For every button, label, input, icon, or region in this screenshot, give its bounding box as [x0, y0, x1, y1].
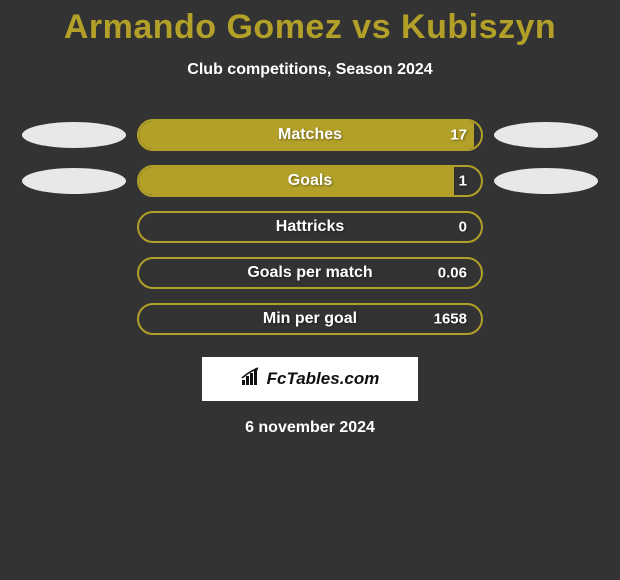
stat-value: 1	[459, 173, 467, 190]
subtitle: Club competitions, Season 2024	[0, 61, 620, 79]
right-ellipse-slot	[491, 122, 601, 148]
stat-bar: Goals 1	[137, 165, 483, 197]
stat-row: Goals 1	[0, 165, 620, 197]
right-ellipse-slot	[491, 168, 601, 194]
stat-bar: Goals per match 0.06	[137, 257, 483, 289]
stat-value: 1658	[434, 311, 467, 328]
brand-text: FcTables.com	[267, 369, 380, 389]
stat-label: Goals per match	[247, 264, 372, 282]
left-ellipse-slot	[19, 122, 129, 148]
stat-row: Min per goal 1658	[0, 303, 620, 335]
photo-placeholder-icon	[494, 122, 598, 148]
stat-value: 0.06	[438, 265, 467, 282]
left-ellipse-slot	[19, 168, 129, 194]
photo-placeholder-icon	[22, 168, 126, 194]
bar-chart-icon	[241, 367, 263, 392]
stats-rows: Matches 17 Goals 1 Hattricks 0 Goals per match…	[0, 119, 620, 335]
stat-bar: Matches 17	[137, 119, 483, 151]
stat-label: Matches	[278, 126, 342, 144]
brand-box: FcTables.com	[202, 357, 418, 401]
stat-bar: Min per goal 1658	[137, 303, 483, 335]
stat-value: 0	[459, 219, 467, 236]
stat-row: Goals per match 0.06	[0, 257, 620, 289]
stat-label: Hattricks	[276, 218, 344, 236]
photo-placeholder-icon	[22, 122, 126, 148]
stat-label: Min per goal	[263, 310, 357, 328]
page-title: Armando Gomez vs Kubiszyn	[0, 0, 620, 47]
stat-label: Goals	[288, 172, 332, 190]
date-text: 6 november 2024	[0, 419, 620, 437]
stat-row: Matches 17	[0, 119, 620, 151]
photo-placeholder-icon	[494, 168, 598, 194]
stat-row: Hattricks 0	[0, 211, 620, 243]
stat-bar: Hattricks 0	[137, 211, 483, 243]
stat-value: 17	[450, 127, 467, 144]
